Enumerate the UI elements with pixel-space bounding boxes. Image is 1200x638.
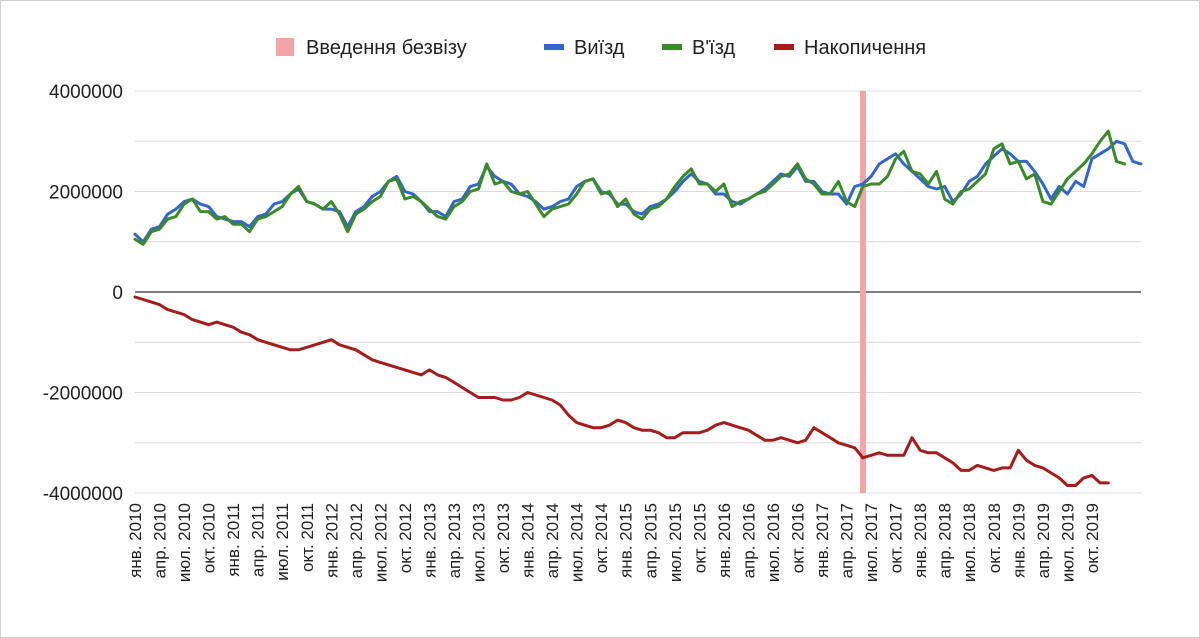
- x-tick-label: июл. 2018: [960, 503, 979, 582]
- x-tick-label: июл. 2015: [666, 503, 685, 582]
- chart-legend: Введення безвізу Виїзд В'їзд Накопичення: [276, 37, 926, 59]
- x-tick-label: июл. 2014: [568, 503, 587, 582]
- x-tick-label: окт. 2016: [788, 503, 807, 573]
- x-tick-label: окт. 2011: [298, 503, 317, 572]
- series-lines: [133, 129, 1143, 487]
- x-tick-label: окт. 2019: [1083, 503, 1102, 573]
- y-tick-label: -2000000: [43, 384, 123, 405]
- x-axis: янв. 2010 апр. 2010 июл. 2010 окт. 2010 янв.…: [126, 503, 1102, 582]
- x-tick-label: янв. 2018: [911, 503, 930, 578]
- x-tick-label: окт. 2015: [690, 503, 709, 573]
- x-tick-label: окт. 2012: [396, 503, 415, 573]
- x-tick-label: янв. 2017: [813, 503, 832, 578]
- x-tick-label: окт. 2017: [887, 503, 906, 573]
- x-tick-label: апр. 2010: [151, 503, 170, 578]
- x-tick-label: янв. 2013: [420, 503, 439, 578]
- legend-label: Виїзд: [574, 37, 625, 59]
- x-tick-label: апр. 2019: [1034, 503, 1053, 578]
- x-tick-label: апр. 2016: [739, 503, 758, 578]
- chart-grid: [135, 90, 1141, 494]
- y-tick-label: -4000000: [43, 484, 123, 505]
- x-tick-label: июл. 2016: [764, 503, 783, 582]
- event-line-group: [859, 91, 866, 493]
- x-tick-label: апр. 2017: [838, 503, 857, 578]
- y-tick-label: 0: [112, 283, 123, 304]
- legend-label: В'їзд: [692, 37, 735, 59]
- x-tick-label: окт. 2014: [592, 503, 611, 573]
- x-tick-label: янв. 2012: [322, 503, 341, 578]
- x-tick-label: янв. 2011: [224, 503, 243, 577]
- x-tick-label: апр. 2011: [249, 503, 268, 577]
- x-tick-label: окт. 2010: [200, 503, 219, 573]
- event-line: [859, 91, 866, 493]
- y-axis: 4000000 2000000 0 -2000000 -4000000: [43, 82, 123, 505]
- x-tick-label: янв. 2015: [617, 503, 636, 578]
- y-tick-label: 4000000: [49, 82, 123, 103]
- y-tick-label: 2000000: [49, 183, 123, 204]
- legend-label: Введення безвізу: [306, 37, 467, 59]
- x-tick-label: янв. 2016: [715, 503, 734, 578]
- x-tick-label: окт. 2018: [985, 503, 1004, 573]
- x-tick-label: июл. 2013: [470, 503, 489, 582]
- x-tick-label: апр. 2018: [936, 503, 955, 578]
- legend-swatch: [774, 44, 794, 50]
- x-tick-label: апр. 2015: [641, 503, 660, 578]
- x-tick-label: апр. 2014: [543, 503, 562, 578]
- x-tick-label: июл. 2010: [175, 503, 194, 582]
- x-tick-label: янв. 2010: [126, 503, 145, 578]
- x-tick-label: июл. 2017: [862, 503, 881, 582]
- x-tick-label: окт. 2013: [494, 503, 513, 573]
- legend-swatch: [662, 44, 682, 50]
- series-line-2: [133, 295, 1110, 487]
- series-line-1: [133, 129, 1127, 246]
- x-tick-label: июл. 2011: [273, 503, 292, 581]
- legend-swatch: [276, 38, 294, 56]
- x-tick-label: июл. 2019: [1058, 503, 1077, 582]
- x-tick-label: апр. 2013: [445, 503, 464, 578]
- legend-swatch: [544, 44, 564, 50]
- legend-label: Накопичення: [804, 37, 926, 59]
- x-tick-label: июл. 2012: [371, 503, 390, 582]
- x-tick-label: янв. 2019: [1009, 503, 1028, 578]
- x-tick-label: апр. 2012: [347, 503, 366, 578]
- x-tick-label: янв. 2014: [519, 503, 538, 578]
